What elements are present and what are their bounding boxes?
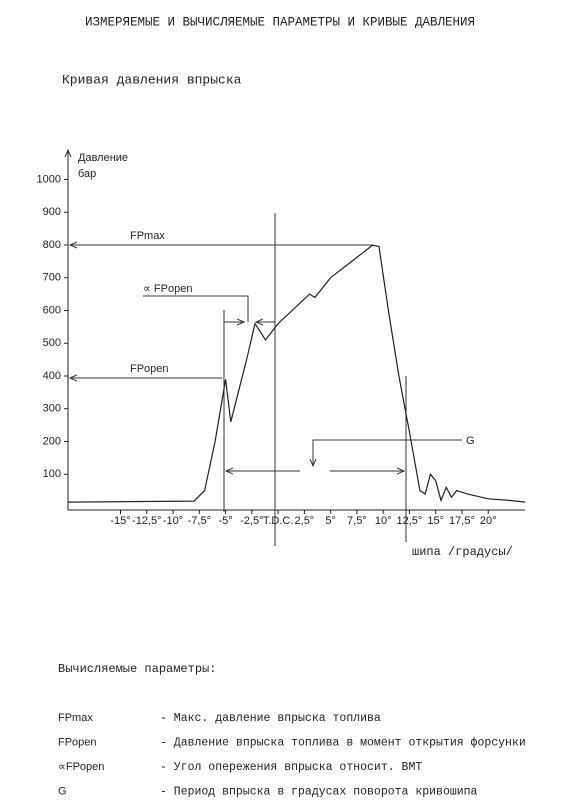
y-tick-label: 200 xyxy=(43,435,61,447)
y-tick-label: 400 xyxy=(43,370,61,382)
pressure-curve xyxy=(67,244,526,503)
annotation-guides xyxy=(70,213,462,546)
annotation: G xyxy=(466,435,475,447)
parameter-description: - Давление впрыска топлива в момент откр… xyxy=(160,737,526,750)
parameter-description: - Угол опережения впрыска относит. ВМТ xyxy=(160,761,422,774)
x-tick-label: 7,5° xyxy=(347,515,367,527)
y-tick-label: 600 xyxy=(43,304,61,316)
x-tick-label: 20° xyxy=(480,515,497,527)
y-axis-label: Давление xyxy=(78,152,128,164)
x-tick-label: -15° xyxy=(110,515,130,527)
x-tick-label: -7,5° xyxy=(188,515,211,527)
section-heading: Вычисляемые параметры: xyxy=(58,662,216,676)
y-tick-label: 800 xyxy=(43,239,61,251)
x-axis-label: шипа /градусы/ xyxy=(412,545,513,559)
y-tick-label: 300 xyxy=(43,403,61,415)
parameter-symbol: FPmax xyxy=(58,712,93,724)
subtitle: Кривая давления впрыска xyxy=(62,72,242,87)
parameter-description: - Период впрыска в градусах поворота кри… xyxy=(160,786,478,799)
annotation: ∝ FPopen xyxy=(143,283,192,295)
y-tick-label: 900 xyxy=(43,206,61,218)
x-tick-label: -12,5° xyxy=(132,515,161,527)
x-tick-label: T.D.C. xyxy=(263,515,294,527)
y-axis-label: бар xyxy=(78,168,96,180)
y-tick-label: 100 xyxy=(43,468,61,480)
x-tick-label: -5° xyxy=(218,515,232,527)
parameter-description: - Макс. давление впрыска топлива xyxy=(160,712,381,725)
x-tick-label: -2,5° xyxy=(240,515,263,527)
parameter-symbol: G xyxy=(58,785,67,797)
annotation: FPmax xyxy=(130,230,165,242)
parameter-symbol: ∝FPopen xyxy=(58,761,104,773)
annotation: FPopen xyxy=(130,363,169,375)
x-tick-label: 2,5° xyxy=(295,515,315,527)
title: ИЗМЕРЯЕМЫЕ И ВЫЧИСЛЯЕМЫЕ ПАРАМЕТРЫ И КРИ… xyxy=(85,15,475,29)
y-tick-label: 1000 xyxy=(37,173,61,185)
x-tick-label: 10° xyxy=(375,515,392,527)
parameter-list: FPmax - Макс. давление впрыска топлива FPo… xyxy=(58,712,526,799)
y-tick-label: 500 xyxy=(43,337,61,349)
x-tick-label: 15° xyxy=(427,515,444,527)
parameter-symbol: FPopen xyxy=(58,736,97,748)
y-tick-label: 700 xyxy=(43,272,61,284)
x-tick-label: 5° xyxy=(325,515,336,527)
x-tick-label: 12,5° xyxy=(397,515,423,527)
x-tick-label: -10° xyxy=(163,515,183,527)
x-tick-label: 17,5° xyxy=(449,515,475,527)
